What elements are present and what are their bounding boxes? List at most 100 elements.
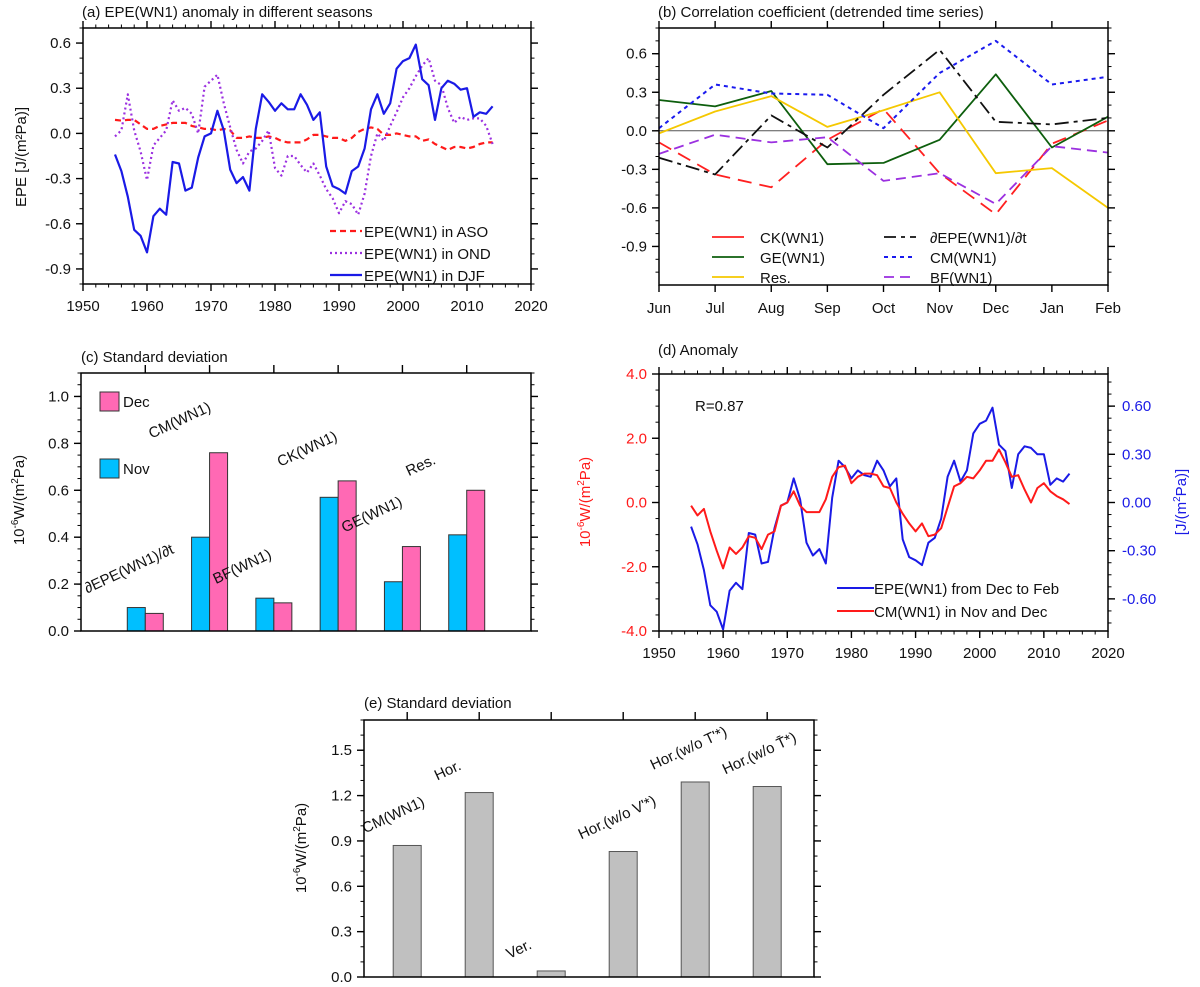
category-label: CM(WN1) (360, 794, 428, 838)
panel-e-axes: 0.0 0.3 0.6 0.9 1.2 1.5 (331, 712, 821, 986)
y-tick-label: 0.0 (626, 123, 647, 140)
x-tick-label: 1960 (130, 298, 163, 315)
legend-label: BF(WN1) (930, 270, 993, 287)
panel-d-title: (d) Anomaly (658, 342, 739, 359)
category-label: CK(WN1) (275, 428, 340, 471)
panel-d-ylabel-right-unit1: [J/(m (1173, 502, 1190, 535)
bar-dec-5 (466, 489, 486, 632)
series-line-ge-wn1- (658, 73, 1109, 166)
bar-nov-3 (319, 496, 339, 632)
x-tick-label: Nov (926, 300, 953, 317)
panel-e-title: (e) Standard deviation (364, 695, 512, 712)
panel-d-ylabel-left: 10-6W/(m2Pa) (576, 457, 594, 547)
panel-d-r-annotation: R=0.87 (695, 398, 744, 415)
y-tick-label: 0.0 (50, 125, 71, 142)
y-tick-label: -0.3 (621, 161, 647, 178)
panel-a-axes: -0.9 -0.6 -0.3 0.0 0.3 0.6 1950 1960 1970 1980 199… (45, 21, 548, 315)
series-line-epe-wn1-in-aso (114, 118, 493, 152)
x-tick-label: 1970 (771, 645, 804, 662)
panel-e-ylabel-unit1: W/(m (293, 832, 310, 868)
y-tick-label: 0.6 (48, 482, 69, 499)
x-tick-label: 2020 (1091, 645, 1124, 662)
panel-a-ylabel: EPE [J/(m²Pa)] (13, 107, 30, 207)
legend-label: GE(WN1) (760, 250, 825, 267)
panel-d-ylabel-right: [J/(m2Pa)] (1172, 469, 1190, 535)
panel-e-std-decomposition: (e) Standard deviation 10-6W/(m2Pa) 0.00… (292, 695, 821, 986)
x-tick-label: Jun (647, 300, 671, 317)
panel-d-ylabel-left-unit2: Pa) (577, 457, 594, 480)
y-right-tick-label: 0.00 (1122, 495, 1151, 512)
bar-std-1 (464, 792, 494, 978)
panel-b-axes: -0.9 -0.6 -0.3 0.0 0.3 0.6 Jun Jul Aug Sep Oct Nov D… (621, 21, 1121, 317)
x-tick-label: Dec (982, 300, 1009, 317)
x-tick-label: 1950 (66, 298, 99, 315)
y-tick-label: 0.0 (626, 495, 647, 512)
panel-e-frame (363, 719, 815, 978)
y-tick-label: -0.6 (621, 200, 647, 217)
category-label: Hor.(w/o T'*) (648, 723, 730, 773)
series-line-epe-wn1-from-dec-to-feb (690, 406, 1071, 631)
panel-a-epe-anomaly: (a) EPE(WN1) anomaly in different season… (13, 4, 548, 315)
y-tick-label: 1.5 (331, 742, 352, 759)
panel-b-correlation: (b) Correlation coefficient (detrended t… (621, 4, 1121, 317)
legend-label: CK(WN1) (760, 230, 824, 247)
panel-b-title: (b) Correlation coefficient (detrended t… (658, 4, 984, 21)
legend-label: CM(WN1) (930, 250, 997, 267)
panel-e-bars: CM(WN1)Hor. Ver. Hor.(w/o V'*) Hor.(w/o T'*… (360, 723, 799, 978)
panel-b-lines (658, 39, 1109, 216)
series-line--epe-wn1-t (658, 48, 1109, 176)
legend-label: CM(WN1) in Nov and Dec (874, 604, 1048, 621)
panel-d-lines (690, 406, 1071, 631)
y-tick-label: -0.9 (621, 238, 647, 255)
bar-dec-0 (144, 612, 164, 632)
y-tick-label: -0.3 (45, 171, 71, 188)
panel-e-ylabel-exp: -6 (292, 867, 303, 876)
panel-d-ylabel-right-unit2: Pa)] (1173, 469, 1190, 497)
y-tick-label: 0.2 (48, 576, 69, 593)
panel-a-legend: EPE(WN1) in ASO EPE(WN1) in OND EPE(WN1) i… (330, 224, 491, 285)
y-right-tick-label: -0.60 (1122, 591, 1156, 608)
bar-std-2 (536, 970, 566, 978)
bar-nov-0 (126, 607, 146, 632)
bar-std-5 (752, 786, 782, 978)
x-tick-label: 2020 (514, 298, 547, 315)
legend-label: Res. (760, 270, 791, 287)
bar-std-3 (608, 851, 638, 978)
panel-c-ylabel-unit1: W/(m (11, 484, 28, 520)
category-label: CM(WN1) (146, 399, 214, 443)
series-line-res- (658, 91, 1109, 209)
category-label: ∂EPE(WN1)/∂t (82, 541, 177, 598)
category-label: Hor.(w/o T̄*) (720, 729, 799, 778)
legend-label: EPE(WN1) in OND (364, 246, 491, 263)
y-tick-label: 1.0 (48, 388, 69, 405)
panel-d-ylabel-left-exp: -6 (576, 521, 587, 530)
bar-nov-2 (255, 597, 275, 632)
x-tick-label: 2010 (1027, 645, 1060, 662)
y-tick-label: 4.0 (626, 366, 647, 383)
bar-nov-4 (383, 581, 403, 632)
panel-c-bars: ∂EPE(WN1)/∂tCM(WN1)BF(WN1)CK(WN1)GE(WN1)… (82, 399, 486, 632)
y-right-tick-label: -0.30 (1122, 543, 1156, 560)
y-tick-label: 0.9 (331, 833, 352, 850)
y-right-tick-label: 0.30 (1122, 446, 1151, 463)
bar-std-0 (392, 844, 422, 978)
bar-nov-1 (191, 536, 211, 632)
bar-dec-4 (401, 546, 421, 632)
x-tick-label: Sep (814, 300, 841, 317)
series-line-cm-wn1-in-nov-and-dec (690, 448, 1071, 570)
category-label: Res. (403, 451, 438, 479)
x-tick-label: 2000 (386, 298, 419, 315)
x-tick-label: 1950 (642, 645, 675, 662)
bar-dec-3 (337, 480, 357, 632)
legend-label: EPE(WN1) in ASO (364, 224, 488, 241)
panel-d-anomaly: (d) Anomaly 10-6W/(m2Pa) [J/(m2Pa)] R=0.… (576, 342, 1190, 662)
bar-dec-2 (273, 602, 293, 632)
panel-c-ylabel-base: 10 (11, 528, 28, 545)
y-tick-label: 2.0 (626, 430, 647, 447)
x-tick-label: 1970 (194, 298, 227, 315)
panel-e-ylabel-sq: 2 (292, 826, 303, 832)
panel-d-ylabel-left-sq: 2 (576, 480, 587, 486)
y-tick-label: 0.3 (50, 80, 71, 97)
panel-c-ylabel-unit2: Pa) (11, 455, 28, 478)
y-tick-label: 1.2 (331, 788, 352, 805)
